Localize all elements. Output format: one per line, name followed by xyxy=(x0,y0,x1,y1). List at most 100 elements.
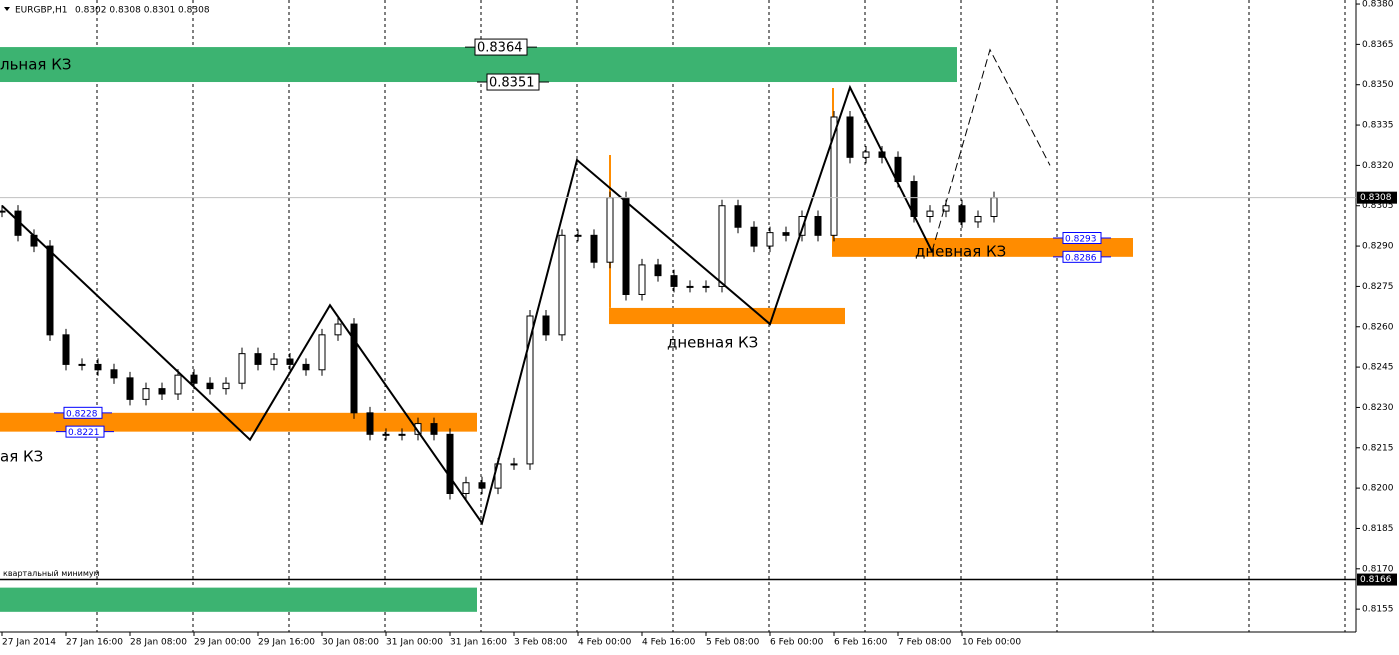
candle xyxy=(510,463,518,466)
candle xyxy=(366,412,374,435)
zone xyxy=(832,238,1133,257)
candle xyxy=(0,210,6,213)
candle xyxy=(830,116,838,236)
price-tag: 0.8221 xyxy=(68,428,100,438)
zigzag xyxy=(1,84,933,526)
candle xyxy=(670,275,678,287)
candle xyxy=(542,315,550,336)
candle xyxy=(398,433,406,436)
price-tag-box xyxy=(1062,250,1102,263)
candle xyxy=(846,116,854,158)
candle xyxy=(350,323,358,414)
axis-price-box xyxy=(1357,191,1397,204)
price-tick-label: 0.8275 xyxy=(1362,282,1394,292)
price-tick-label: 0.8185 xyxy=(1362,524,1394,534)
candle xyxy=(334,323,342,336)
time-label: 7 Feb 08:00 xyxy=(898,638,952,648)
candle xyxy=(238,353,246,384)
price-tick-label: 0.8335 xyxy=(1362,121,1394,131)
level-label: квартальный минимум xyxy=(3,569,100,578)
candle xyxy=(94,363,102,371)
ohlc: 0.8302 0.8308 0.8301 0.8308 xyxy=(75,6,210,16)
candle xyxy=(206,382,214,390)
level-price: 0.8166 xyxy=(1360,575,1392,585)
price-tick-label: 0.8290 xyxy=(1362,242,1394,252)
time-label: 10 Feb 00:00 xyxy=(962,638,1021,648)
time-label: 29 Jan 00:00 xyxy=(194,638,251,648)
price-tick-label: 0.8230 xyxy=(1362,403,1394,413)
candle xyxy=(142,388,150,400)
time-label: 27 Jan 16:00 xyxy=(66,638,123,648)
price-tick-label: 0.8245 xyxy=(1362,363,1394,373)
time-label: 31 Jan 16:00 xyxy=(450,638,507,648)
price-tick-label: 0.8200 xyxy=(1362,484,1394,494)
candle xyxy=(574,234,582,237)
candle xyxy=(414,423,422,435)
candle xyxy=(286,358,294,365)
time-label: 4 Feb 16:00 xyxy=(642,638,696,648)
candle xyxy=(766,232,774,247)
price-tick-label: 0.8215 xyxy=(1362,443,1394,453)
candle xyxy=(974,215,982,223)
time-label: 4 Feb 00:00 xyxy=(578,638,632,648)
menu-arrow[interactable] xyxy=(4,7,10,11)
price-tag-box xyxy=(63,406,103,419)
candle xyxy=(590,234,598,263)
candle xyxy=(526,315,534,465)
candle xyxy=(622,197,630,295)
price-tag-box xyxy=(486,73,540,91)
candle xyxy=(270,358,278,365)
candle xyxy=(430,423,438,435)
zone-label: ая КЗ xyxy=(0,448,43,466)
time-label: 30 Jan 08:00 xyxy=(322,638,379,648)
candle xyxy=(942,205,950,212)
candle xyxy=(478,482,486,489)
candle xyxy=(46,245,54,336)
time-label: 6 Feb 16:00 xyxy=(834,638,888,648)
price-tick-label: 0.8320 xyxy=(1362,161,1394,171)
zone-label: льная КЗ xyxy=(0,56,71,74)
time-label: 5 Feb 08:00 xyxy=(706,638,760,648)
price-tick-label: 0.8350 xyxy=(1362,80,1394,90)
candle xyxy=(686,285,694,288)
candle xyxy=(190,374,198,384)
candle xyxy=(558,234,566,336)
candle xyxy=(990,197,998,217)
candle xyxy=(254,353,262,365)
price-tick-label: 0.8170 xyxy=(1362,564,1394,574)
candle xyxy=(798,215,806,236)
zone-label: дневная КЗ xyxy=(915,243,1006,261)
candle xyxy=(446,433,454,494)
candle xyxy=(734,205,742,228)
candle xyxy=(782,232,790,236)
candle xyxy=(462,482,470,494)
candle xyxy=(926,210,934,217)
candle xyxy=(654,264,662,277)
candle xyxy=(862,151,870,158)
candle xyxy=(158,388,166,395)
price-tag: 0.8351 xyxy=(489,76,535,91)
projection xyxy=(931,48,1051,252)
zone xyxy=(0,587,477,612)
candle xyxy=(110,369,118,379)
candle xyxy=(174,374,182,395)
candle xyxy=(814,215,822,236)
price-tick-label: 0.8305 xyxy=(1362,201,1394,211)
price-tag-box xyxy=(1062,232,1102,245)
price-tag-box xyxy=(474,38,528,56)
price-tag: 0.8293 xyxy=(1065,235,1097,245)
time-label: 27 Jan 2014 xyxy=(2,638,56,648)
zone xyxy=(0,412,477,432)
price-tag: 0.8286 xyxy=(1065,253,1097,263)
candle xyxy=(302,363,310,371)
candle xyxy=(702,285,710,288)
candle xyxy=(62,334,70,365)
time-label: 29 Jan 16:00 xyxy=(258,638,315,648)
candle xyxy=(78,363,86,366)
candle xyxy=(606,197,614,263)
price-tick-label: 0.8380 xyxy=(1362,0,1394,10)
price-tag-box xyxy=(65,425,105,438)
candle xyxy=(318,334,326,371)
